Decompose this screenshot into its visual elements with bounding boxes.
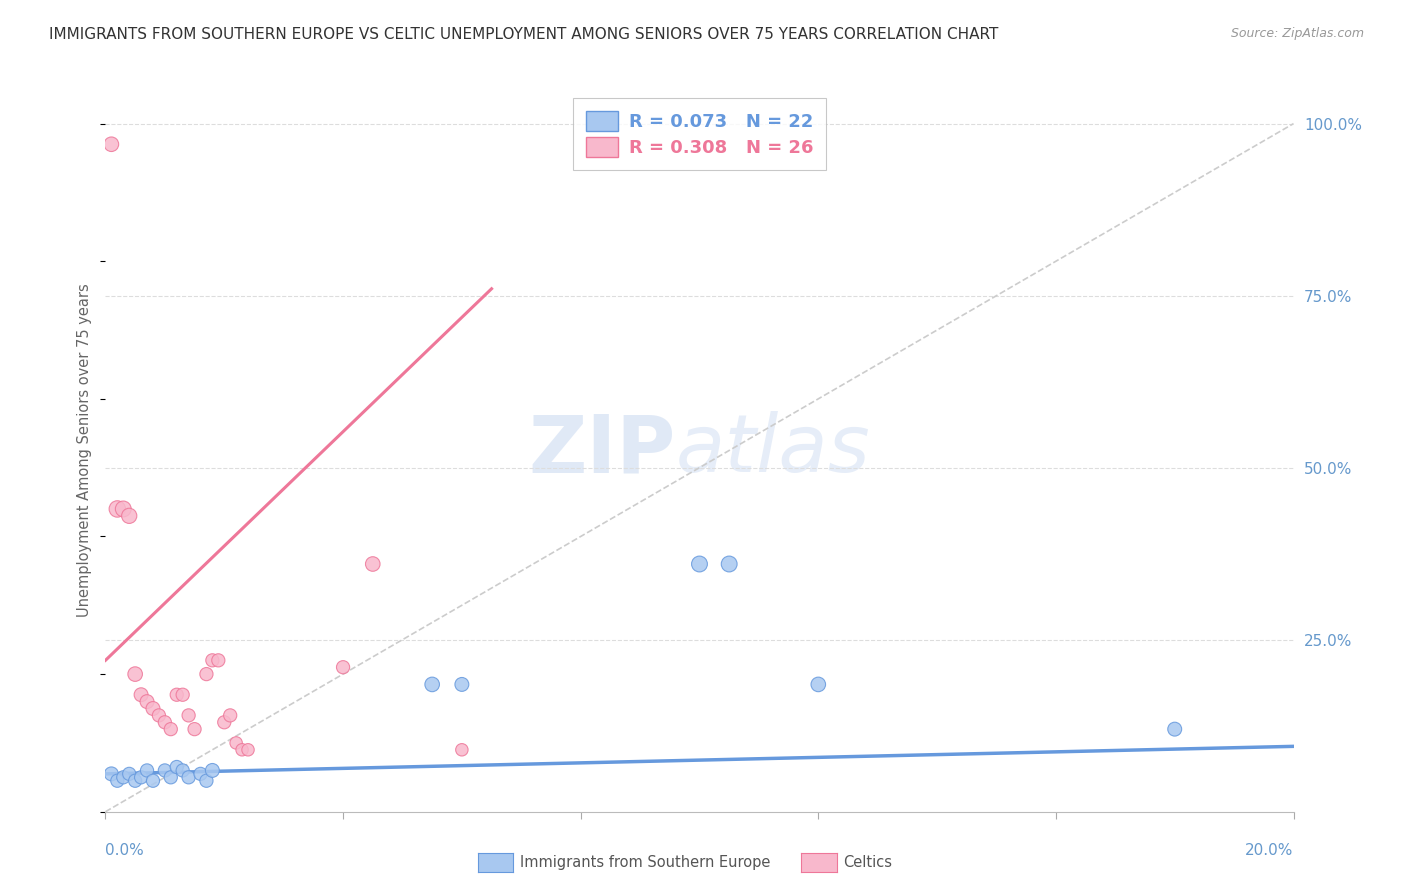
- Point: [807, 677, 830, 691]
- Point: [420, 677, 443, 691]
- Point: [166, 760, 188, 774]
- Text: Immigrants from Southern Europe: Immigrants from Southern Europe: [520, 855, 770, 870]
- Point: [195, 667, 218, 681]
- Point: [207, 653, 229, 667]
- Point: [201, 653, 224, 667]
- Point: [142, 701, 165, 715]
- Point: [124, 773, 146, 788]
- Point: [332, 660, 354, 674]
- Point: [172, 688, 194, 702]
- Point: [153, 715, 176, 730]
- Point: [177, 708, 200, 723]
- Point: [112, 770, 135, 784]
- Point: [105, 773, 128, 788]
- Point: [177, 770, 200, 784]
- Point: [236, 743, 259, 757]
- Point: [1164, 722, 1187, 736]
- Point: [129, 770, 152, 784]
- Point: [136, 764, 159, 778]
- Point: [136, 695, 159, 709]
- Point: [159, 722, 181, 736]
- Text: IMMIGRANTS FROM SOUTHERN EUROPE VS CELTIC UNEMPLOYMENT AMONG SENIORS OVER 75 YEA: IMMIGRANTS FROM SOUTHERN EUROPE VS CELTI…: [49, 27, 998, 42]
- Point: [231, 743, 253, 757]
- Point: [129, 688, 152, 702]
- Text: Source: ZipAtlas.com: Source: ZipAtlas.com: [1230, 27, 1364, 40]
- Point: [195, 773, 218, 788]
- Point: [153, 764, 176, 778]
- Point: [148, 708, 170, 723]
- Point: [105, 502, 128, 516]
- Point: [142, 773, 165, 788]
- Point: [219, 708, 242, 723]
- Point: [225, 736, 247, 750]
- Y-axis label: Unemployment Among Seniors over 75 years: Unemployment Among Seniors over 75 years: [77, 284, 93, 617]
- Point: [689, 557, 711, 571]
- Point: [124, 667, 146, 681]
- Point: [100, 137, 122, 152]
- Text: atlas: atlas: [676, 411, 870, 490]
- Point: [183, 722, 205, 736]
- Point: [172, 764, 194, 778]
- Point: [118, 508, 141, 523]
- Text: 20.0%: 20.0%: [1246, 843, 1294, 858]
- Point: [159, 770, 181, 784]
- Point: [118, 767, 141, 781]
- Point: [166, 688, 188, 702]
- Point: [718, 557, 741, 571]
- Point: [450, 677, 472, 691]
- Text: Celtics: Celtics: [844, 855, 893, 870]
- Legend: R = 0.073   N = 22, R = 0.308   N = 26: R = 0.073 N = 22, R = 0.308 N = 26: [572, 98, 827, 169]
- Text: 0.0%: 0.0%: [105, 843, 145, 858]
- Point: [450, 743, 472, 757]
- Point: [361, 557, 384, 571]
- Point: [201, 764, 224, 778]
- Point: [214, 715, 236, 730]
- Text: ZIP: ZIP: [529, 411, 676, 490]
- Point: [112, 502, 135, 516]
- Point: [100, 767, 122, 781]
- Point: [190, 767, 212, 781]
